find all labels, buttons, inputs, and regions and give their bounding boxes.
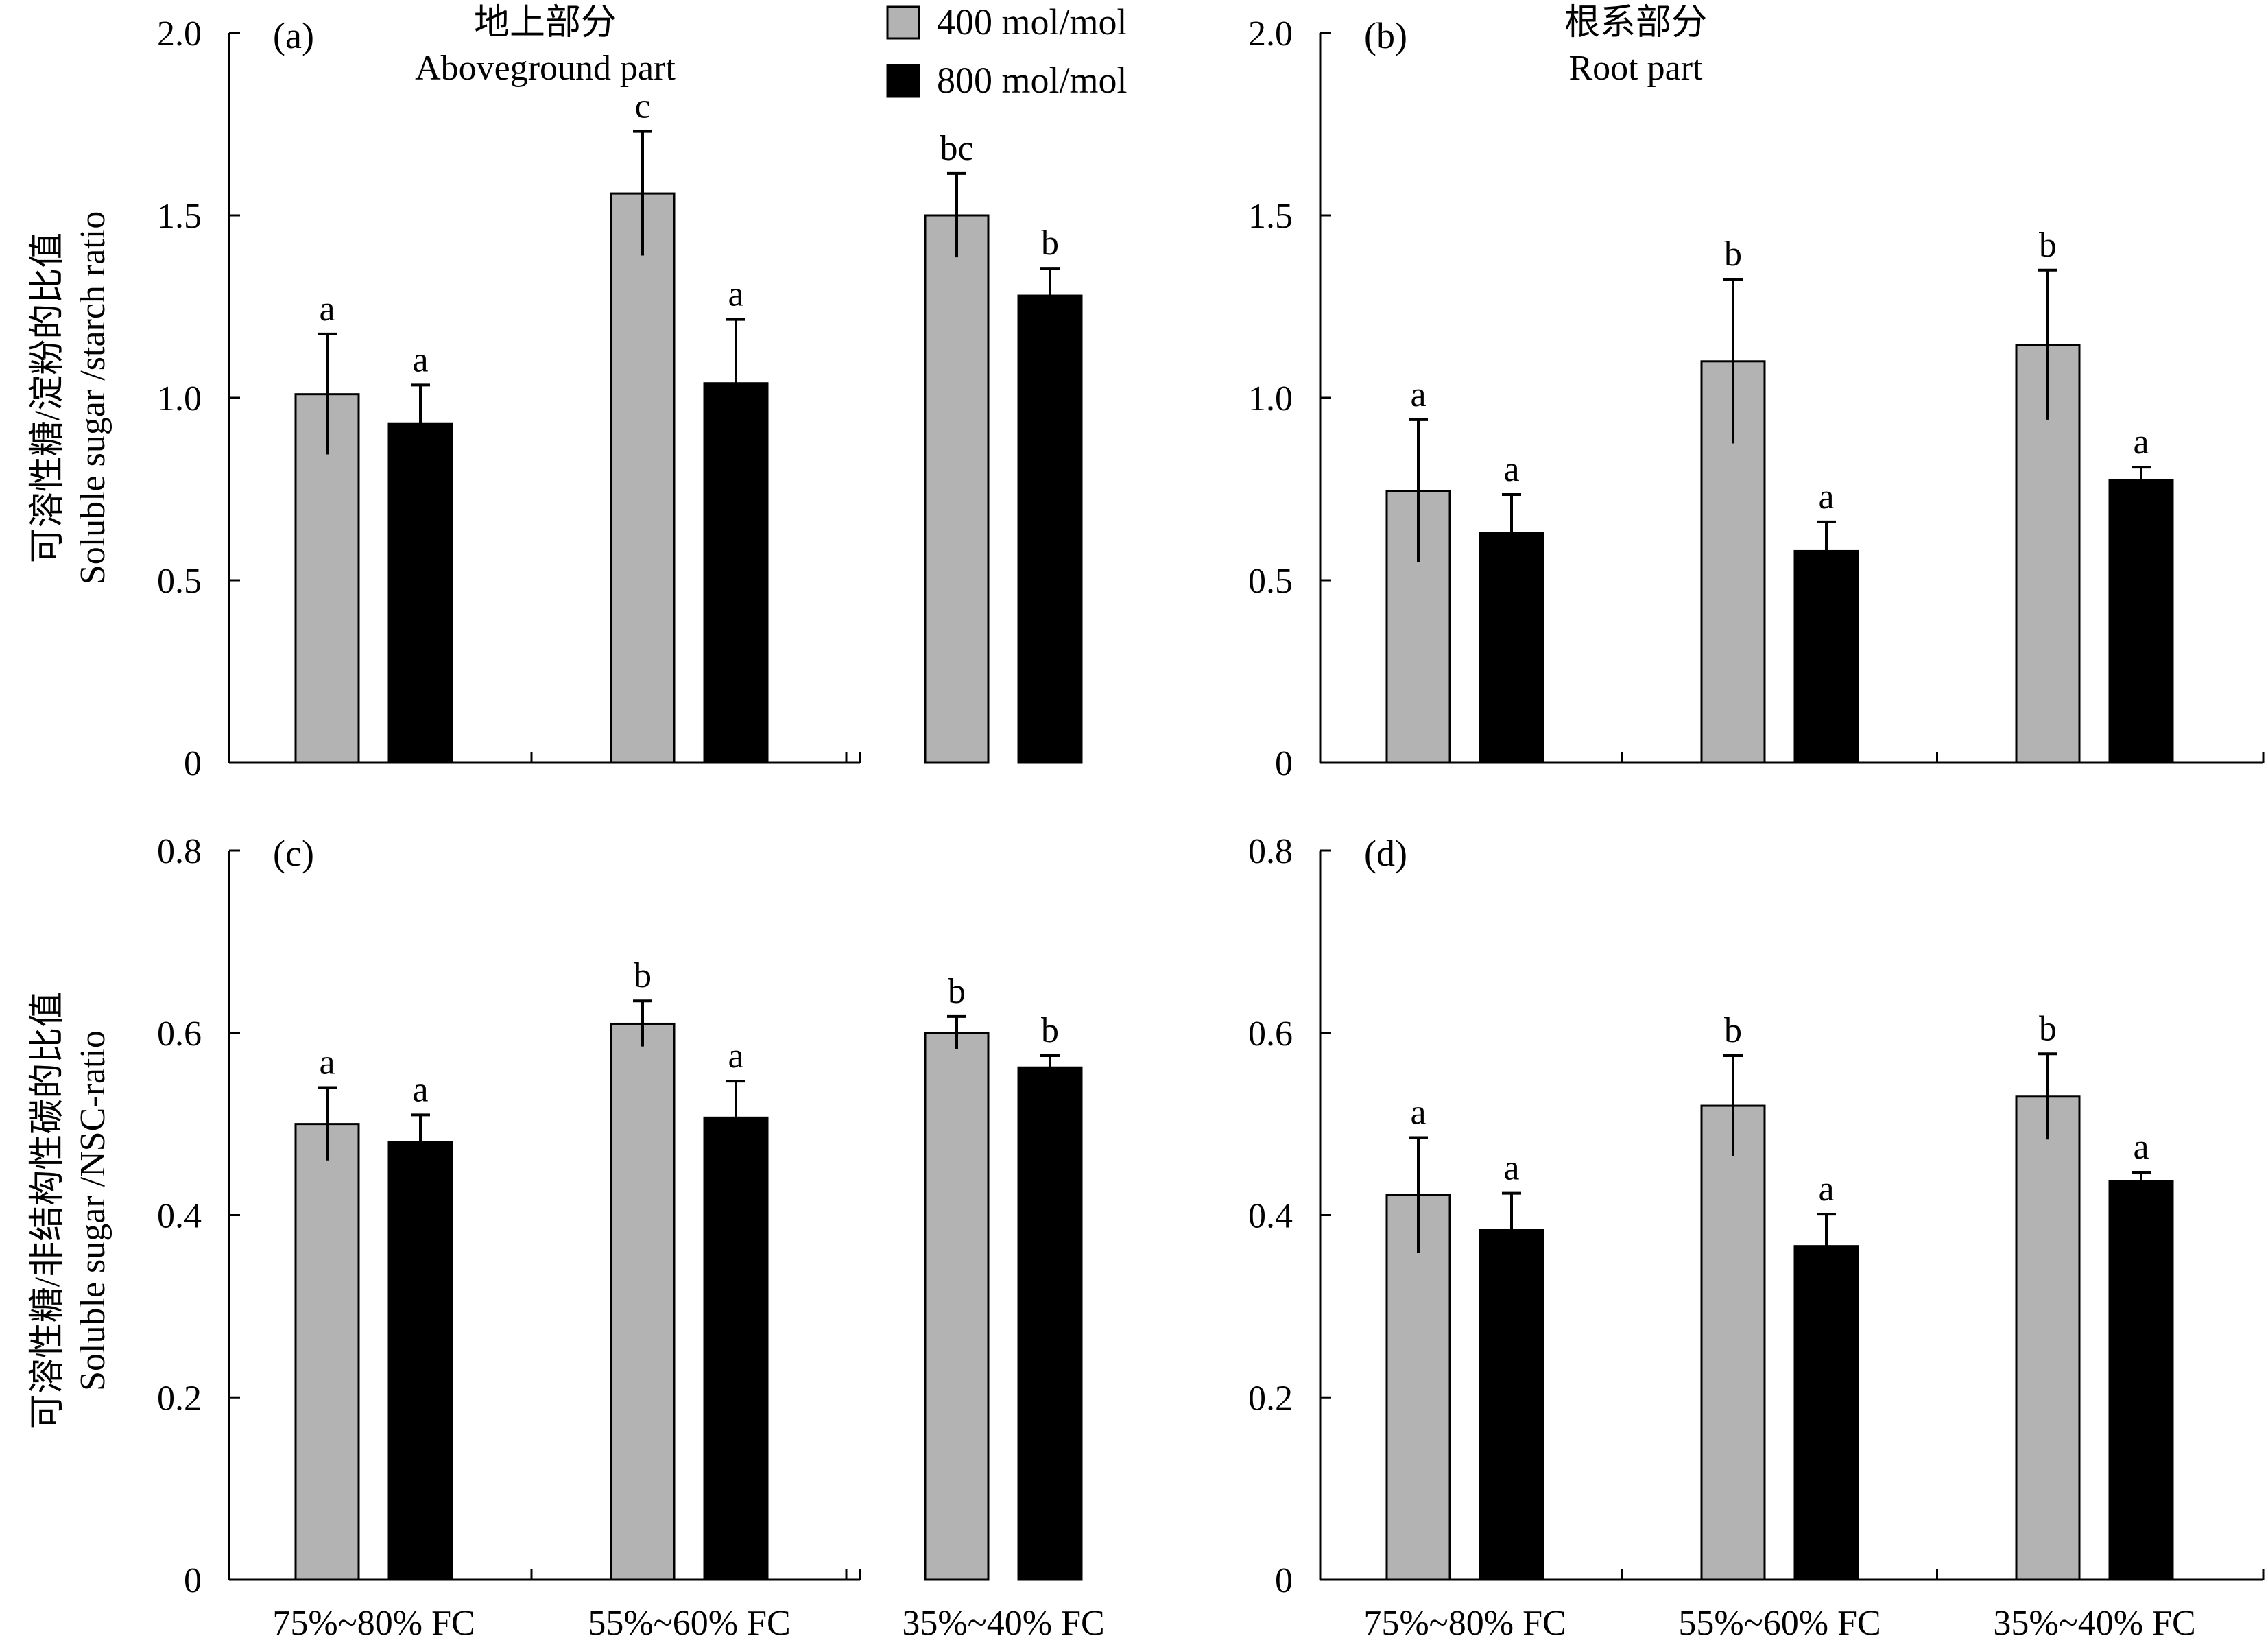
y-axis-label-bottom-en: Soluble sugar /NSC-ratio [73,1030,112,1391]
bar-800 [1479,1228,1544,1581]
y-tick-label: 1.0 [1248,379,1293,418]
x-tick-label: 75%~80% FC [1363,1604,1566,1638]
y-tick-label: 0.2 [1248,1379,1293,1418]
significance-letter: b [2039,1009,2057,1048]
significance-letter: a [1410,375,1426,414]
significance-letter: a [2133,423,2149,462]
legend-swatch-800 [886,64,920,98]
y-tick-label: 0.8 [1248,832,1293,871]
significance-letter: a [319,1043,335,1082]
y-tick-label: 2.0 [1248,14,1293,54]
panel-d: 0 0.2 0.4 0.6 0.8 (d) a a 75%~80% FC b a 55%~60% FC… [1248,832,2265,1638]
y-tick-label: 0.4 [157,1197,202,1236]
bar-800 [1793,1245,1859,1581]
bar-800 [2108,479,2174,764]
legend-label-400: 400 mol/mol [937,1,1127,43]
y-tick-label: 0 [1275,1561,1293,1600]
y-tick-label: 2.0 [157,14,202,54]
panel-title-en: Root part [1569,49,1704,88]
panel-label: (c) [273,833,314,874]
bar-400 [1385,1194,1451,1581]
significance-letter: b [1041,224,1059,263]
significance-letter: b [1724,1011,1742,1050]
significance-letter: a [1818,477,1834,517]
y-tick-label: 0.2 [157,1379,202,1418]
legend-label-800: 800 mol/mol [937,60,1127,101]
bar-800 [703,1116,769,1581]
y-tick-label: 1.5 [1248,197,1293,236]
significance-letter: bc [940,129,973,168]
legend: 400 mol/mol 800 mol/mol [886,1,1127,101]
y-tick-label: 0.5 [157,562,202,601]
legend-swatch-400 [886,5,920,40]
bar-400 [2015,1095,2081,1581]
y-axis-label-top-en: Soluble sugar /starch ratio [73,211,112,584]
significance-letter: a [728,275,743,314]
bar-800 [387,1141,453,1581]
significance-letter: a [1503,450,1519,489]
significance-letter: b [1724,235,1742,274]
significance-letter: b [1041,1011,1059,1050]
bar-400 [924,1032,990,1581]
y-axis-label-top-zh: 可溶性糖/淀粉的比值 [28,233,67,563]
panel-b: 0 0.5 1.0 1.5 2.0 (b) 根系部分 Root part a a b a b a [1248,3,2265,783]
bar-800 [1017,1066,1083,1581]
significance-letter: a [319,289,335,329]
y-tick-label: 0.6 [1248,1014,1293,1054]
panel-title-zh: 地上部分 [474,3,617,43]
bar-400 [610,1022,676,1581]
panels: 0 0.5 1.0 1.5 2.0 (a) 地上部分 Aboveground part a a c a… [157,3,2265,1638]
bar-800 [1793,549,1859,764]
y-tick-label: 0 [184,744,202,783]
bar-400 [294,1123,360,1581]
x-tick-label: 55%~60% FC [1678,1604,1881,1638]
y-tick-label: 0 [1275,744,1293,783]
bar-400 [610,192,676,764]
bar-400 [1700,1104,1766,1581]
x-tick-label: 35%~40% FC [902,1604,1104,1638]
significance-letter: a [412,340,428,379]
panel-title-en: Aboveground part [415,49,676,88]
bar-400 [924,214,990,764]
panel-title-zh: 根系部分 [1564,3,1707,43]
x-tick-label: 35%~40% FC [1993,1604,2195,1638]
y-tick-label: 1.0 [157,379,202,418]
significance-letter: b [948,972,966,1011]
y-axis-label-bottom: 可溶性糖/非结构性碳的比值 Soluble sugar /NSC-ratio [28,992,112,1429]
significance-letter: c [634,87,650,126]
panel-label: (a) [273,15,314,56]
y-tick-label: 0 [184,1561,202,1600]
y-tick-label: 0.6 [157,1014,202,1054]
y-tick-label: 0.5 [1248,562,1293,601]
y-tick-label: 1.5 [157,197,202,236]
y-tick-label: 0.4 [1248,1197,1293,1236]
significance-letter: b [634,956,652,995]
y-axis-label-top: 可溶性糖/淀粉的比值 Soluble sugar /starch ratio [28,211,112,584]
panel-label: (b) [1364,15,1407,56]
significance-letter: a [1410,1093,1426,1132]
bar-800 [1017,294,1083,764]
significance-letter: a [2133,1128,2149,1167]
bar-800 [387,422,453,764]
panel-a: 0 0.5 1.0 1.5 2.0 (a) 地上部分 Aboveground part a a c a… [157,3,1083,783]
bar-800 [2108,1180,2174,1581]
significance-letter: a [728,1036,743,1076]
panel-label: (d) [1364,833,1407,874]
x-tick-label: 55%~60% FC [588,1604,790,1638]
y-axis-label-bottom-zh: 可溶性糖/非结构性碳的比值 [28,992,67,1429]
y-tick-label: 0.8 [157,832,202,871]
x-tick-label: 75%~80% FC [272,1604,475,1638]
significance-letter: a [1503,1149,1519,1188]
significance-letter: a [1818,1170,1834,1209]
panel-c: 0 0.2 0.4 0.6 0.8 (c) a a 75%~80% FC b a 55%~60% FC… [157,832,1105,1638]
significance-letter: a [412,1070,428,1109]
significance-letter: b [2039,226,2057,265]
